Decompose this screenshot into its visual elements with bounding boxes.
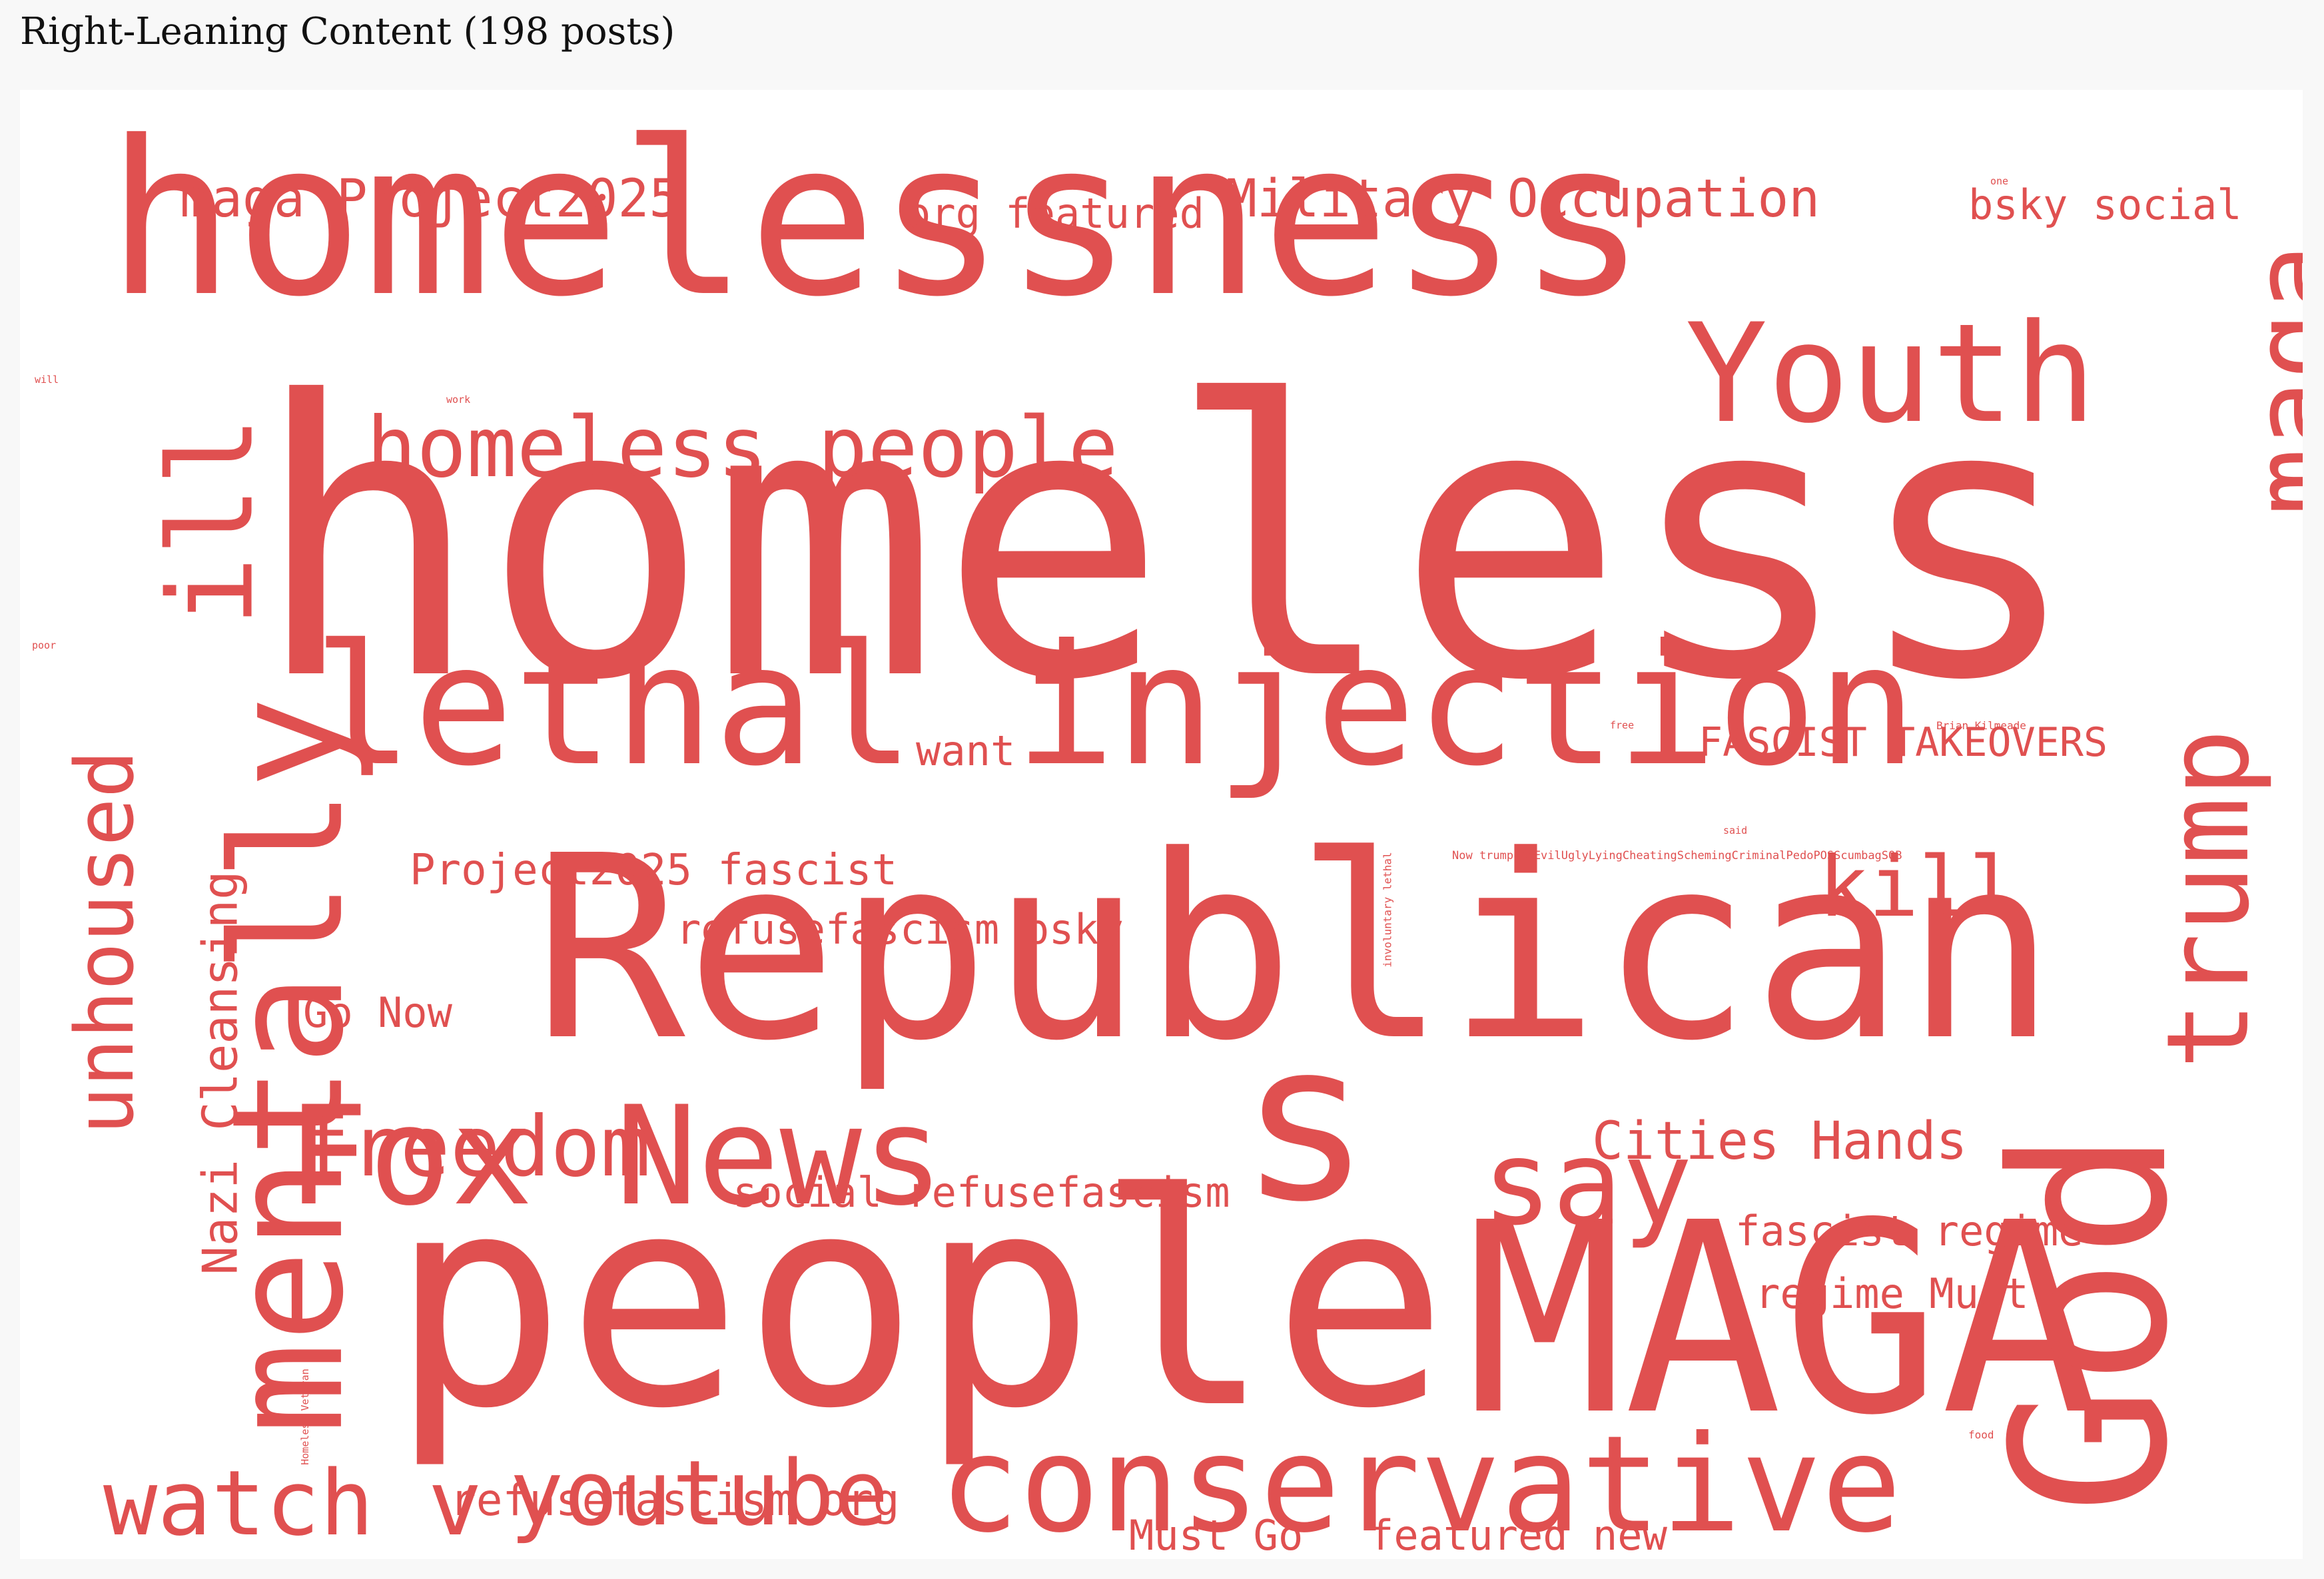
word-bsky-social: bsky social	[1968, 180, 2242, 229]
word-now-long: Now trumpsAnEvilUglyLyingCheatingSchemin…	[1452, 849, 1902, 862]
word-s: s	[1239, 994, 1371, 1250]
word-trump: trump	[2142, 729, 2275, 1070]
word-god: God	[1966, 1129, 2215, 1514]
word-fox-news: Fox News	[286, 1078, 945, 1236]
word-refusefascism-bsky: refusefascism bsky	[676, 905, 1124, 954]
word-say: say	[1482, 1116, 1693, 1251]
word-cities-hands: Cities Hands	[1592, 1111, 1968, 1171]
word-food: food	[1968, 1428, 1994, 1441]
word-homeless: homeless	[253, 322, 2082, 763]
word-org-featured: org featured	[906, 189, 1204, 238]
word-project2025-fascist: Project2025 fascist	[410, 846, 898, 895]
word-refusefascism-org: refusefascism org	[450, 1474, 900, 1526]
word-want: want	[916, 727, 1016, 775]
word-military-occupation: Military Occupation	[1226, 169, 1820, 229]
word-youtube: youtube	[510, 1441, 889, 1546]
word-said: said	[1723, 824, 1748, 836]
word-free: free	[1610, 719, 1635, 731]
word-work: work	[446, 394, 471, 406]
word-ill: ill	[144, 416, 280, 627]
word-conservative: conservative	[939, 1407, 1902, 1559]
word-involuntary-lethal: involuntary lethal	[1381, 852, 1394, 968]
word-cloud: homeless homelessness people Republican …	[20, 90, 2303, 1559]
word-must-go: Must Go	[1129, 1511, 1304, 1559]
chart-title: Right-Leaning Content (198 posts)	[20, 10, 675, 53]
word-homeless-people: homeless people	[366, 400, 1118, 496]
word-maga-lower: maga	[2228, 243, 2303, 516]
word-maga-caps: MAGA	[1465, 1167, 2100, 1473]
word-will: will	[35, 374, 59, 386]
word-one: one	[1990, 175, 2009, 187]
word-youth: Youth	[1685, 295, 2097, 454]
word-homeless-veteran: Homeless Veteran	[298, 1369, 311, 1465]
word-people: people	[390, 1131, 1449, 1472]
word-maga-project2025: maga Project2025	[180, 169, 681, 229]
word-nazi-cleansing: Nazi Cleansing	[192, 870, 248, 1275]
word-republican: Republican	[533, 801, 2057, 1096]
word-social-refusefascism: social refusefascism	[733, 1168, 1230, 1217]
word-freedom: freedom	[300, 1099, 651, 1195]
word-poor: poor	[32, 639, 57, 651]
word-homelessness: homelessness	[107, 96, 1647, 344]
word-watch-v: watch v	[103, 1451, 482, 1556]
word-unhoused: unhoused	[59, 750, 152, 1135]
word-featured-new: featured new	[1369, 1511, 1667, 1559]
word-regime-must: regime Must	[1755, 1269, 2029, 1318]
word-go-now: Go Now	[303, 988, 452, 1037]
word-kill: kill	[1818, 839, 2020, 936]
word-fascist-regime: fascist regime	[1735, 1207, 2084, 1255]
word-brian-kilmeade: Brian Kilmeade	[1936, 719, 2026, 732]
word-fascist-takeovers: FASCIST TAKEOVERS	[1699, 719, 2108, 766]
word-lethal-injection: lethal injection	[313, 609, 1918, 802]
